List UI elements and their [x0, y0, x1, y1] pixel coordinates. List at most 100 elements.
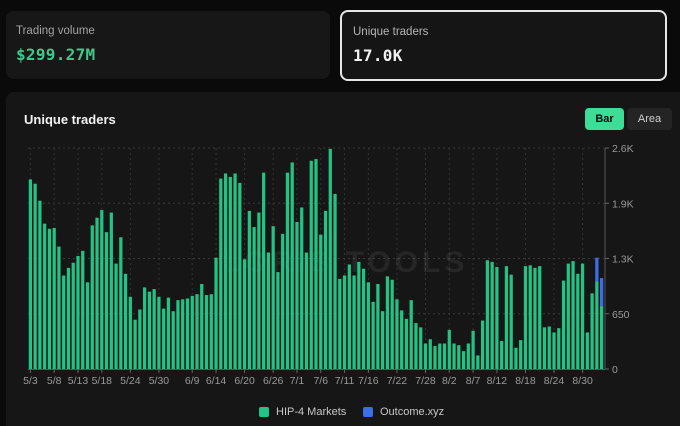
trading-volume-label: Trading volume [16, 25, 95, 37]
bar-hip4 [233, 173, 237, 369]
bar-hip4 [204, 295, 209, 369]
bar-hip4 [571, 261, 575, 369]
bar-hip4 [376, 284, 380, 369]
unique-traders-value: 17.0K [353, 46, 403, 65]
bar-hip4 [357, 261, 361, 369]
bar-hip4 [228, 176, 232, 369]
bar-hip4 [114, 263, 118, 369]
bar-hip4 [171, 311, 175, 369]
bar-hip4 [133, 319, 137, 369]
bar-hip4 [247, 210, 251, 369]
bar-hip4 [504, 266, 509, 369]
x-tick-label: 8/12 [487, 375, 508, 387]
unique-traders-card[interactable]: Unique traders 17.0K [340, 10, 667, 81]
x-tick-label: 7/1 [290, 375, 305, 387]
bar-hip4 [123, 273, 128, 369]
bar-hip4 [419, 327, 423, 369]
area-toggle-button[interactable]: Area [627, 108, 672, 130]
bar-hip4 [290, 162, 294, 369]
bar-hip4 [100, 210, 104, 369]
bar-hip4 [276, 272, 280, 369]
x-tick-label: 5/3 [23, 375, 38, 387]
bar-hip4 [552, 332, 556, 369]
bar-hip4 [385, 276, 390, 369]
bar-hip4 [395, 299, 399, 369]
bar-hip4 [509, 274, 513, 369]
bar-hip4 [223, 173, 228, 369]
bar-hip4 [485, 260, 489, 369]
bar-hip4 [390, 279, 394, 369]
bar-hip4 [442, 343, 447, 369]
x-tick-label: 8/18 [515, 375, 536, 387]
bar-hip4 [252, 227, 256, 369]
bar-hip4 [347, 264, 351, 369]
bar-hip4 [176, 300, 180, 369]
bar-hip4 [466, 343, 470, 369]
bar-hip4 [452, 343, 456, 369]
bar-hip4 [128, 296, 132, 369]
bar-hip4 [400, 310, 404, 369]
bar-hip4 [271, 226, 275, 369]
bar-hip4 [361, 268, 366, 369]
bar-hip4 [447, 329, 451, 369]
x-tick-label: 7/16 [358, 375, 379, 387]
bar-hip4 [38, 200, 42, 369]
x-tick-label: 5/24 [120, 375, 141, 387]
bar-hip4 [200, 284, 204, 369]
bar-hip4 [33, 183, 37, 369]
bar-hip4 [576, 273, 580, 369]
y-tick-label: 1.9K [612, 198, 634, 210]
x-tick-label: 7/6 [313, 375, 328, 387]
legend-item-hip4[interactable]: HIP-4 Markets [259, 406, 346, 418]
bar-hip4 [190, 295, 194, 369]
trading-volume-card[interactable]: Trading volume $299.27M [6, 11, 330, 79]
bar-hip4 [195, 294, 199, 369]
bar-hip4 [476, 355, 480, 369]
bar-hip4 [52, 227, 56, 369]
bar-hip4 [76, 255, 80, 369]
bar-hip4 [533, 267, 537, 369]
x-tick-label: 8/30 [572, 375, 593, 387]
bar-hip4 [557, 328, 561, 369]
bar-hip4 [500, 340, 504, 369]
y-tick-label: 650 [612, 309, 630, 321]
legend-label-outcome: Outcome.xyz [380, 406, 445, 418]
x-tick-label: 6/26 [263, 375, 284, 387]
y-tick-label: 0 [612, 364, 618, 376]
bar-hip4 [266, 252, 271, 369]
bar-hip4 [600, 306, 604, 369]
bar-hip4 [590, 293, 594, 369]
bar-hip4 [433, 346, 437, 369]
bar-hip4 [162, 308, 166, 369]
bar-hip4 [104, 232, 109, 369]
bar-hip4 [95, 217, 99, 369]
bar-hip4 [257, 212, 261, 369]
bar-hip4 [352, 275, 356, 369]
x-tick-label: 5/8 [47, 375, 62, 387]
bar-hip4 [333, 193, 337, 369]
bar-hip4 [538, 266, 542, 369]
trading-volume-value: $299.27M [16, 45, 96, 64]
bar-hip4 [438, 343, 442, 369]
bar-hip4 [319, 234, 323, 369]
legend-item-outcome[interactable]: Outcome.xyz [363, 406, 444, 418]
bar-toggle-button[interactable]: Bar [585, 108, 624, 130]
bar-hip4 [423, 343, 428, 369]
bar-hip4 [428, 339, 432, 369]
bar-hip4 [57, 246, 61, 369]
bar-hip4 [166, 297, 171, 369]
y-tick-label: 1.3K [612, 254, 634, 266]
x-tick-label: 8/24 [544, 375, 565, 387]
bar-hip4 [304, 252, 309, 369]
x-tick-label: 8/7 [466, 375, 481, 387]
bar-hip4 [138, 309, 142, 369]
bar-hip4 [295, 221, 299, 369]
hip4-swatch-icon [259, 407, 269, 417]
bar-hip4 [414, 323, 418, 369]
bar-hip4 [523, 266, 528, 369]
legend-label-hip4: HIP-4 Markets [276, 406, 347, 418]
bar-hip4 [328, 148, 332, 369]
bar-hip4 [285, 172, 290, 369]
x-tick-label: 5/13 [68, 375, 89, 387]
